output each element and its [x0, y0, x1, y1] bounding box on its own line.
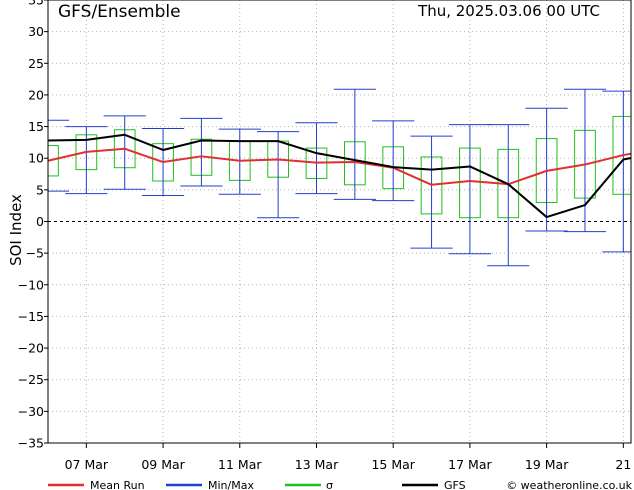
y-tick-label-5: −10 [18, 277, 44, 292]
series-lines [47, 133, 632, 219]
minmax-bar-1 [65, 126, 108, 195]
legend-item-mean: Mean Run [48, 479, 145, 490]
y-tick-label-4: −15 [18, 309, 44, 324]
credit-text: © weatheronline.co.uk [506, 479, 632, 490]
minmax-bar-4 [180, 117, 223, 187]
minmax-bar-10 [410, 135, 453, 249]
y-tick-label-2: −25 [18, 372, 44, 387]
chart-title: GFS/Ensemble [58, 2, 181, 22]
y-tick-label-0: −35 [18, 436, 44, 451]
x-tick-label-1: 09 Mar [141, 457, 185, 472]
minmax-bar-12 [487, 124, 530, 267]
y-tick-label-14: 35 [28, 0, 44, 8]
legend-label-minmax: Min/Max [208, 479, 254, 490]
legend-label-gfs: GFS [444, 479, 466, 490]
y-tick-label-3: −20 [18, 341, 44, 356]
legend-item-minmax: Min/Max [166, 479, 254, 490]
series-line-mean [47, 147, 632, 186]
minmax-bar-15 [602, 90, 631, 253]
x-tick-label-0: 07 Mar [65, 457, 109, 472]
minmax-bar-9 [372, 120, 415, 202]
x-tick-label-6: 19 Mar [525, 457, 569, 472]
minmax-bar-6 [257, 131, 300, 219]
y-tick-label-12: 25 [28, 56, 44, 71]
minmax-bar-14 [563, 88, 607, 233]
legend: Mean Run Min/Max σ GFS © weatheronline.c… [48, 479, 633, 490]
y-tick-label-8: 5 [36, 182, 44, 197]
y-tick-label-13: 30 [28, 24, 44, 39]
legend-item-gfs: GFS [402, 479, 466, 490]
grid-lines [48, 0, 631, 444]
sigma-boxes [47, 115, 632, 219]
y-tick-label-7: 0 [36, 214, 44, 229]
y-tick-label-11: 20 [28, 87, 44, 102]
series-line-gfs [47, 133, 632, 219]
minmax-bar-11 [448, 124, 492, 255]
y-axis-label: SOI Index [7, 194, 25, 266]
x-tick-label-5: 17 Mar [448, 457, 492, 472]
x-tick-label-3: 13 Mar [295, 457, 339, 472]
minmax-bar-7 [295, 122, 338, 195]
plot-frame [47, 0, 632, 444]
y-axis-ticks: −35 −30 −25 −20 −15 −10 −5 0 5 10 15 20 25 30 35 [18, 0, 48, 451]
legend-label-mean: Mean Run [90, 479, 145, 490]
run-date-label: Thu, 2025.03.06 00 UTC [417, 2, 600, 20]
minmax-bar-13 [525, 107, 568, 232]
minmax-bar-8 [333, 88, 376, 200]
y-tick-label-6: −5 [26, 246, 44, 261]
legend-item-sigma: σ [285, 479, 333, 490]
x-tick-label-2: 11 Mar [218, 457, 262, 472]
x-axis-ticks: 07 Mar 09 Mar 11 Mar 13 Mar 15 Mar 17 Mar 19 M… [65, 443, 631, 472]
legend-label-sigma: σ [326, 479, 333, 490]
x-tick-label-7: 21 [615, 457, 631, 472]
minmax-bar-2 [103, 115, 146, 190]
x-tick-label-4: 15 Mar [371, 457, 415, 472]
minmax-whiskers [47, 88, 631, 267]
y-tick-label-9: 10 [28, 151, 44, 166]
y-tick-label-1: −30 [18, 404, 44, 419]
y-tick-label-10: 15 [28, 119, 44, 134]
